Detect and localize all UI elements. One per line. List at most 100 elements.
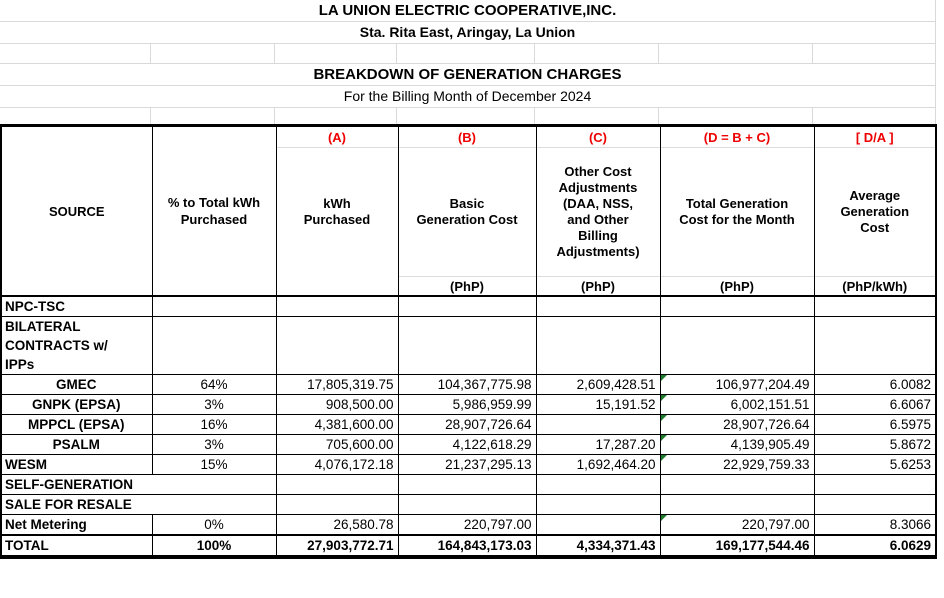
cell-basic[interactable] <box>397 295 537 317</box>
cell-source[interactable]: SELF-GENERATION <box>0 474 277 495</box>
smart-tag-flag-icon <box>660 395 667 401</box>
cell-avg[interactable]: 5.6253 <box>813 454 937 475</box>
sheet-header: LA UNION ELECTRIC COOPERATIVE,INC. Sta. … <box>0 0 936 124</box>
cell-other[interactable]: 4,334,371.43 <box>535 534 661 558</box>
cell-basic[interactable]: 21,237,295.13 <box>397 454 537 475</box>
cell-other[interactable] <box>535 414 661 435</box>
cell-basic[interactable]: 164,843,173.03 <box>397 534 537 558</box>
cell-other[interactable] <box>535 474 661 495</box>
spacer-row <box>0 108 935 124</box>
table-row: TOTAL 100% 27,903,772.71 164,843,173.03 4,33… <box>0 534 937 558</box>
column-header-avg[interactable]: [ D/A ] Average Generation Cost (PhP/kWh) <box>813 125 937 297</box>
cell-source[interactable]: GMEC <box>0 374 153 395</box>
cell-kwh[interactable]: 27,903,772.71 <box>275 534 399 558</box>
cell-basic[interactable] <box>397 474 537 495</box>
cell-basic[interactable] <box>397 494 537 515</box>
cell-kwh[interactable]: 705,600.00 <box>275 434 399 455</box>
gridline <box>274 44 275 63</box>
cell-pct[interactable]: 3% <box>151 394 277 415</box>
cell-kwh[interactable]: 17,805,319.75 <box>275 374 399 395</box>
cell-avg[interactable]: 6.0629 <box>813 534 937 558</box>
cell-other[interactable] <box>535 295 661 317</box>
cell-source[interactable]: SALE FOR RESALE <box>0 494 277 515</box>
table-row: SALE FOR RESALE <box>0 494 937 515</box>
cell-avg[interactable] <box>813 295 937 317</box>
cell-other[interactable]: 17,287.20 <box>535 434 661 455</box>
column-unit-basic: (PhP) <box>398 276 536 295</box>
cell-basic[interactable]: 5,986,959.99 <box>397 394 537 415</box>
cell-total[interactable]: 6,002,151.51 <box>659 394 815 415</box>
cell-other[interactable] <box>535 316 661 375</box>
column-header-other[interactable]: (C) Other Cost Adjustments (DAA, NSS, and… <box>535 125 661 297</box>
cell-basic[interactable]: 220,797.00 <box>397 514 537 536</box>
cell-avg[interactable] <box>813 474 937 495</box>
cell-other[interactable] <box>535 514 661 536</box>
cell-kwh[interactable] <box>275 316 399 375</box>
cell-source[interactable]: BILATERAL CONTRACTS w/ IPPs <box>0 316 153 375</box>
column-header-total[interactable]: (D = B + C) Total Generation Cost for the… <box>659 125 815 297</box>
cell-total[interactable] <box>659 295 815 317</box>
smart-tag-flag-icon <box>660 515 667 521</box>
cell-other[interactable]: 2,609,428.51 <box>535 374 661 395</box>
cell-total[interactable]: 220,797.00 <box>659 514 815 536</box>
table-header-row: SOURCE% to Total kWh Purchased (A) kWh Pur… <box>0 125 937 297</box>
cell-total[interactable]: 4,139,905.49 <box>659 434 815 455</box>
table-row: WESM 15% 4,076,172.18 21,237,295.13 1,692,46… <box>0 454 937 475</box>
cell-kwh[interactable]: 4,381,600.00 <box>275 414 399 435</box>
cell-total[interactable] <box>659 494 815 515</box>
cell-pct[interactable]: 3% <box>151 434 277 455</box>
cell-total[interactable]: 106,977,204.49 <box>659 374 815 395</box>
column-header-kwh[interactable]: (A) kWh Purchased <box>275 125 399 297</box>
cell-basic[interactable] <box>397 316 537 375</box>
cell-pct[interactable] <box>151 295 277 317</box>
cell-pct[interactable]: 100% <box>151 534 277 558</box>
generation-charges-table: SOURCE% to Total kWh Purchased (A) kWh Pur… <box>0 124 937 559</box>
cell-other[interactable] <box>535 494 661 515</box>
cell-pct[interactable]: 16% <box>151 414 277 435</box>
cell-source[interactable]: TOTAL <box>0 534 153 558</box>
cell-other[interactable]: 1,692,464.20 <box>535 454 661 475</box>
cell-total[interactable]: 28,907,726.64 <box>659 414 815 435</box>
cell-total[interactable]: 169,177,544.46 <box>659 534 815 558</box>
cell-kwh[interactable]: 26,580.78 <box>275 514 399 536</box>
cell-avg[interactable]: 6.6067 <box>813 394 937 415</box>
cell-basic[interactable]: 4,122,618.29 <box>397 434 537 455</box>
cell-source[interactable]: WESM <box>0 454 153 475</box>
gridline <box>812 44 813 63</box>
cell-total[interactable] <box>659 474 815 495</box>
column-header-basic[interactable]: (B) Basic Generation Cost (PhP) <box>397 125 537 297</box>
cell-source[interactable]: NPC-TSC <box>0 295 153 317</box>
cell-pct[interactable] <box>151 316 277 375</box>
column-title-basic: Basic Generation Cost <box>416 196 518 227</box>
cell-source[interactable]: MPPCL (EPSA) <box>0 414 153 435</box>
cell-avg[interactable]: 6.5975 <box>813 414 937 435</box>
cell-avg[interactable]: 8.3066 <box>813 514 937 536</box>
cell-pct[interactable]: 64% <box>151 374 277 395</box>
column-header-pct[interactable]: % to Total kWh Purchased <box>151 125 277 297</box>
table-row: MPPCL (EPSA) 16% 4,381,600.00 28,907,726.64… <box>0 414 937 435</box>
column-header-source[interactable]: SOURCE <box>0 125 153 297</box>
cell-avg[interactable]: 6.0082 <box>813 374 937 395</box>
table-row: GMEC 64% 17,805,319.75 104,367,775.98 2,609,… <box>0 374 937 395</box>
cell-basic[interactable]: 28,907,726.64 <box>397 414 537 435</box>
cell-kwh[interactable]: 4,076,172.18 <box>275 454 399 475</box>
cell-other[interactable]: 15,191.52 <box>535 394 661 415</box>
cell-kwh[interactable] <box>275 474 399 495</box>
cell-avg[interactable]: 5.8672 <box>813 434 937 455</box>
cell-total[interactable] <box>659 316 815 375</box>
cell-kwh[interactable] <box>275 494 399 515</box>
cell-kwh[interactable]: 908,500.00 <box>275 394 399 415</box>
cell-total[interactable]: 22,929,759.33 <box>659 454 815 475</box>
cell-avg[interactable] <box>813 494 937 515</box>
gridline <box>274 108 275 124</box>
gridline <box>150 44 151 63</box>
cell-pct[interactable]: 15% <box>151 454 277 475</box>
cell-basic[interactable]: 104,367,775.98 <box>397 374 537 395</box>
cell-pct[interactable]: 0% <box>151 514 277 536</box>
cell-source[interactable]: GNPK (EPSA) <box>0 394 153 415</box>
cell-source[interactable]: PSALM <box>0 434 153 455</box>
cell-kwh[interactable] <box>275 295 399 317</box>
cell-source[interactable]: Net Metering <box>0 514 153 536</box>
cell-avg[interactable] <box>813 316 937 375</box>
gridline <box>658 44 659 63</box>
